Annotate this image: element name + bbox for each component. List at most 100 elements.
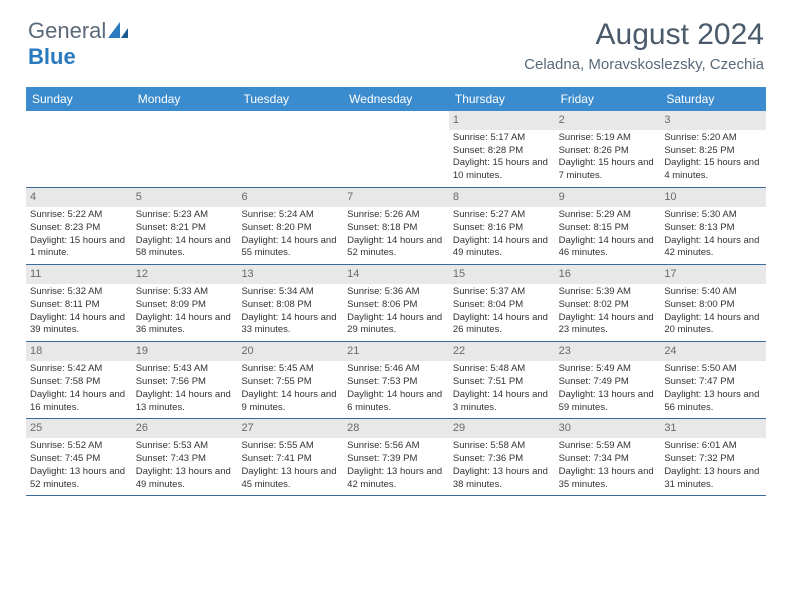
sunset-text: Sunset: 8:20 PM: [241, 222, 339, 235]
day-number: 27: [237, 419, 343, 438]
sunrise-text: Sunrise: 5:52 AM: [30, 440, 128, 453]
calendar-cell: 9Sunrise: 5:29 AMSunset: 8:15 PMDaylight…: [555, 188, 661, 264]
cell-body: Sunrise: 5:37 AMSunset: 8:04 PMDaylight:…: [449, 284, 555, 341]
sunrise-text: Sunrise: 5:55 AM: [241, 440, 339, 453]
logo-sail-icon: [108, 18, 128, 44]
sunset-text: Sunset: 8:11 PM: [30, 299, 128, 312]
daylight-text: Daylight: 13 hours and 56 minutes.: [664, 389, 762, 415]
sunset-text: Sunset: 8:04 PM: [453, 299, 551, 312]
calendar-cell: 8Sunrise: 5:27 AMSunset: 8:16 PMDaylight…: [449, 188, 555, 264]
week-row: 18Sunrise: 5:42 AMSunset: 7:58 PMDayligh…: [26, 342, 766, 419]
daylight-text: Daylight: 13 hours and 38 minutes.: [453, 466, 551, 492]
day-number: 18: [26, 342, 132, 361]
logo-text-gray: General: [28, 18, 106, 43]
sunset-text: Sunset: 8:15 PM: [559, 222, 657, 235]
daylight-text: Daylight: 14 hours and 33 minutes.: [241, 312, 339, 338]
daylight-text: Daylight: 14 hours and 39 minutes.: [30, 312, 128, 338]
cell-body: Sunrise: 5:26 AMSunset: 8:18 PMDaylight:…: [343, 207, 449, 264]
sunset-text: Sunset: 7:53 PM: [347, 376, 445, 389]
sunrise-text: Sunrise: 5:59 AM: [559, 440, 657, 453]
sunset-text: Sunset: 7:32 PM: [664, 453, 762, 466]
sunrise-text: Sunrise: 5:33 AM: [136, 286, 234, 299]
calendar-cell: 27Sunrise: 5:55 AMSunset: 7:41 PMDayligh…: [237, 419, 343, 495]
day-label: Friday: [555, 87, 661, 111]
day-number: 7: [343, 188, 449, 207]
daylight-text: Daylight: 15 hours and 7 minutes.: [559, 157, 657, 183]
calendar-cell: 15Sunrise: 5:37 AMSunset: 8:04 PMDayligh…: [449, 265, 555, 341]
cell-body: Sunrise: 5:50 AMSunset: 7:47 PMDaylight:…: [660, 361, 766, 418]
daylight-text: Daylight: 14 hours and 46 minutes.: [559, 235, 657, 261]
day-number: 8: [449, 188, 555, 207]
sunrise-text: Sunrise: 5:58 AM: [453, 440, 551, 453]
calendar-cell: 21Sunrise: 5:46 AMSunset: 7:53 PMDayligh…: [343, 342, 449, 418]
logo: GeneralBlue: [28, 18, 128, 70]
day-label: Monday: [132, 87, 238, 111]
cell-body: Sunrise: 5:59 AMSunset: 7:34 PMDaylight:…: [555, 438, 661, 495]
logo-text-blue: Blue: [28, 44, 76, 69]
page-header: GeneralBlue August 2024 Celadna, Moravsk…: [0, 0, 792, 81]
calendar-cell: 17Sunrise: 5:40 AMSunset: 8:00 PMDayligh…: [660, 265, 766, 341]
sunset-text: Sunset: 7:45 PM: [30, 453, 128, 466]
cell-body: Sunrise: 5:45 AMSunset: 7:55 PMDaylight:…: [237, 361, 343, 418]
daylight-text: Daylight: 14 hours and 42 minutes.: [664, 235, 762, 261]
sunrise-text: Sunrise: 5:36 AM: [347, 286, 445, 299]
daylight-text: Daylight: 13 hours and 49 minutes.: [136, 466, 234, 492]
cell-body: Sunrise: 5:55 AMSunset: 7:41 PMDaylight:…: [237, 438, 343, 495]
daylight-text: Daylight: 14 hours and 9 minutes.: [241, 389, 339, 415]
day-number: 31: [660, 419, 766, 438]
sunrise-text: Sunrise: 5:24 AM: [241, 209, 339, 222]
sunset-text: Sunset: 8:28 PM: [453, 145, 551, 158]
calendar-cell: 2Sunrise: 5:19 AMSunset: 8:26 PMDaylight…: [555, 111, 661, 187]
calendar-cell: 22Sunrise: 5:48 AMSunset: 7:51 PMDayligh…: [449, 342, 555, 418]
sunset-text: Sunset: 7:43 PM: [136, 453, 234, 466]
day-number: 30: [555, 419, 661, 438]
daylight-text: Daylight: 14 hours and 52 minutes.: [347, 235, 445, 261]
day-header-row: SundayMondayTuesdayWednesdayThursdayFrid…: [26, 87, 766, 111]
calendar-cell: 12Sunrise: 5:33 AMSunset: 8:09 PMDayligh…: [132, 265, 238, 341]
daylight-text: Daylight: 13 hours and 52 minutes.: [30, 466, 128, 492]
sunset-text: Sunset: 8:13 PM: [664, 222, 762, 235]
calendar-cell: 26Sunrise: 5:53 AMSunset: 7:43 PMDayligh…: [132, 419, 238, 495]
day-number: 15: [449, 265, 555, 284]
week-row: 1Sunrise: 5:17 AMSunset: 8:28 PMDaylight…: [26, 111, 766, 188]
cell-body: Sunrise: 5:19 AMSunset: 8:26 PMDaylight:…: [555, 130, 661, 187]
sunset-text: Sunset: 7:51 PM: [453, 376, 551, 389]
cell-body: Sunrise: 5:49 AMSunset: 7:49 PMDaylight:…: [555, 361, 661, 418]
daylight-text: Daylight: 13 hours and 35 minutes.: [559, 466, 657, 492]
sunrise-text: Sunrise: 5:29 AM: [559, 209, 657, 222]
calendar-cell: 6Sunrise: 5:24 AMSunset: 8:20 PMDaylight…: [237, 188, 343, 264]
daylight-text: Daylight: 14 hours and 36 minutes.: [136, 312, 234, 338]
calendar-cell: [343, 111, 449, 187]
sunrise-text: Sunrise: 5:42 AM: [30, 363, 128, 376]
cell-body: Sunrise: 5:40 AMSunset: 8:00 PMDaylight:…: [660, 284, 766, 341]
day-number: 26: [132, 419, 238, 438]
calendar-cell: 4Sunrise: 5:22 AMSunset: 8:23 PMDaylight…: [26, 188, 132, 264]
calendar-cell: 23Sunrise: 5:49 AMSunset: 7:49 PMDayligh…: [555, 342, 661, 418]
calendar-cell: 25Sunrise: 5:52 AMSunset: 7:45 PMDayligh…: [26, 419, 132, 495]
sunrise-text: Sunrise: 5:19 AM: [559, 132, 657, 145]
sunset-text: Sunset: 8:08 PM: [241, 299, 339, 312]
daylight-text: Daylight: 14 hours and 16 minutes.: [30, 389, 128, 415]
week-row: 25Sunrise: 5:52 AMSunset: 7:45 PMDayligh…: [26, 419, 766, 496]
sunrise-text: Sunrise: 5:50 AM: [664, 363, 762, 376]
day-number: 23: [555, 342, 661, 361]
calendar: SundayMondayTuesdayWednesdayThursdayFrid…: [26, 87, 766, 496]
daylight-text: Daylight: 14 hours and 26 minutes.: [453, 312, 551, 338]
sunset-text: Sunset: 8:16 PM: [453, 222, 551, 235]
daylight-text: Daylight: 14 hours and 55 minutes.: [241, 235, 339, 261]
day-number: [26, 111, 132, 129]
daylight-text: Daylight: 15 hours and 10 minutes.: [453, 157, 551, 183]
day-number: 24: [660, 342, 766, 361]
day-label: Thursday: [449, 87, 555, 111]
calendar-cell: [26, 111, 132, 187]
sunset-text: Sunset: 7:39 PM: [347, 453, 445, 466]
sunrise-text: Sunrise: 6:01 AM: [664, 440, 762, 453]
day-label: Wednesday: [343, 87, 449, 111]
day-number: 10: [660, 188, 766, 207]
day-number: 14: [343, 265, 449, 284]
daylight-text: Daylight: 14 hours and 6 minutes.: [347, 389, 445, 415]
day-number: 3: [660, 111, 766, 130]
calendar-cell: 1Sunrise: 5:17 AMSunset: 8:28 PMDaylight…: [449, 111, 555, 187]
day-number: 19: [132, 342, 238, 361]
daylight-text: Daylight: 14 hours and 13 minutes.: [136, 389, 234, 415]
